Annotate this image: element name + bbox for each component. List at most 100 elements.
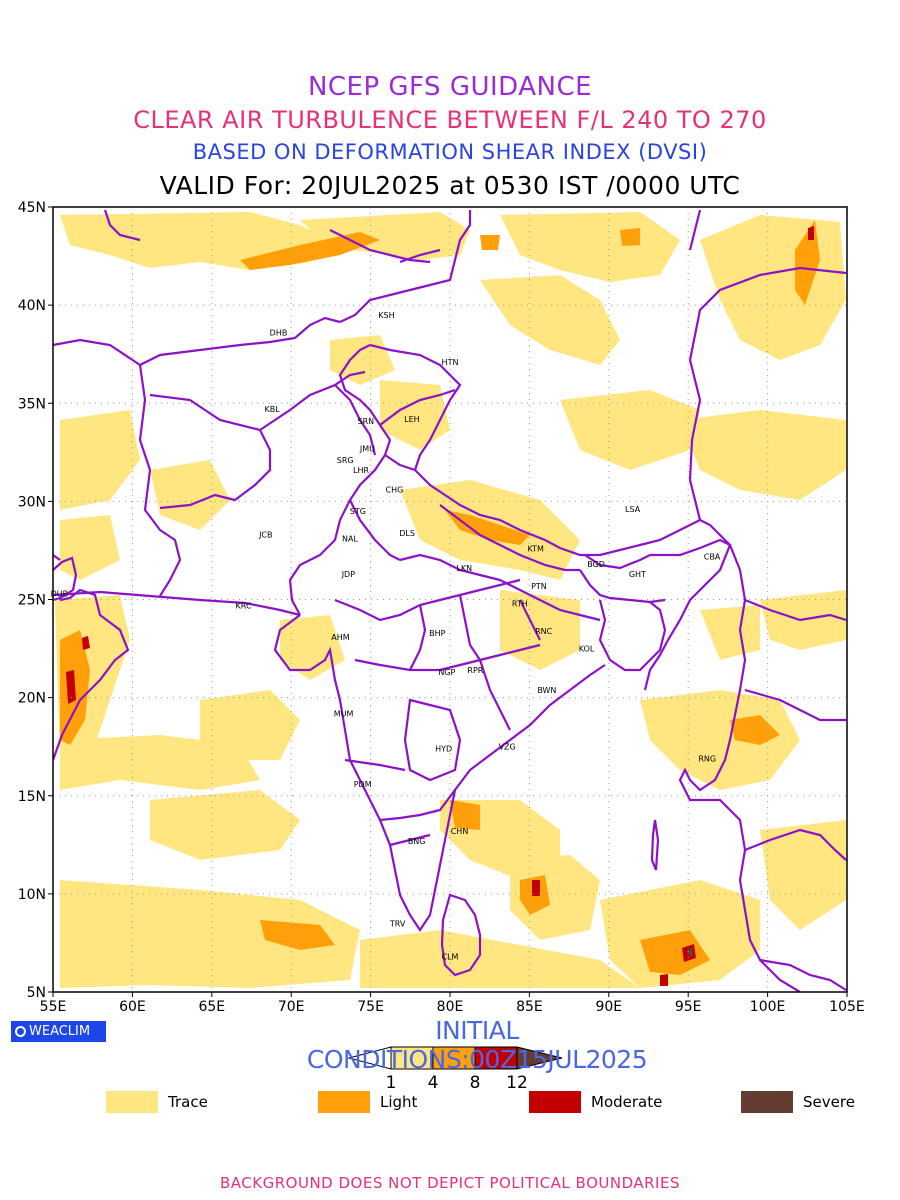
station-label-ght: GHT [629, 570, 646, 579]
station-label-stg: STG [350, 507, 366, 516]
legend-swatch-trace [106, 1091, 158, 1113]
station-label-dls: DLS [399, 529, 415, 538]
lat-lon-grid [53, 207, 847, 992]
lat-label: 30N [18, 494, 46, 510]
colorbar-tick-1: 1 [386, 1073, 397, 1093]
station-label-dhb: DHB [270, 329, 288, 338]
station-label-kol: KOL [579, 645, 595, 654]
station-label-trv: TRV [389, 919, 406, 928]
station-label-jcb: JCB [258, 531, 272, 540]
legend-swatch-severe [741, 1091, 793, 1113]
station-label-krc: KRC [236, 601, 252, 610]
colorbar: 1 4 8 12 [347, 1046, 563, 1093]
station-label-chg: CHG [386, 486, 404, 495]
station-label-mum: MUM [334, 709, 354, 718]
station-label-srg: SRG [337, 456, 354, 465]
latitude-tick-labels: 45N 40N 35N 30N 25N 20N 15N 10N 5N [18, 200, 46, 1001]
lat-label: 40N [18, 298, 46, 314]
legend-swatch-light [318, 1091, 370, 1113]
lat-label: 45N [18, 200, 46, 216]
station-label-htn: HTN [442, 358, 459, 367]
lon-label: 80E [437, 999, 464, 1015]
station-label-rth: RTH [512, 599, 528, 608]
station-label-rng: RNG [698, 754, 716, 763]
legend-item-moderate: Moderate [529, 1090, 662, 1114]
logo-ring-icon [15, 1026, 26, 1037]
station-label-ksh: KSH [378, 311, 394, 320]
station-label-cba: CBA [704, 552, 721, 561]
map-frame [52, 206, 848, 993]
station-label-jdp: JDP [341, 570, 356, 579]
weaclim-logo: WEACLIM [11, 1021, 106, 1042]
logo-text: WEACLIM [29, 1024, 91, 1039]
initial-conditions: INITIAL CONDITIONS:00Z15JUL2025 [306, 1016, 648, 1074]
legend-item-severe: Severe [741, 1090, 855, 1114]
turbulence-map: 45N 40N 35N 30N 25N 20N 15N 10N 5N 55E 60E 65E 70E 7… [18, 200, 865, 1093]
station-label-bhp: BHP [429, 629, 446, 638]
lon-label: 90E [595, 999, 622, 1015]
lat-label: 35N [18, 396, 46, 412]
lon-label: 85E [516, 999, 543, 1015]
station-label-jmu: JMU [359, 444, 375, 453]
boundary-lines [53, 209, 847, 992]
legend-item-light: Light [318, 1090, 417, 1114]
station-label-bgd: BGD [587, 560, 605, 569]
lon-label: 70E [278, 999, 305, 1015]
lon-label: 65E [198, 999, 225, 1015]
lat-label: 10N [18, 887, 46, 903]
station-label-ahm: AHM [331, 633, 349, 642]
lon-label: 100E [750, 999, 786, 1015]
map-subtitle: CLEAR AIR TURBULENCE BETWEEN F/L 240 TO … [133, 106, 767, 134]
colorbar-tick-4: 4 [428, 1073, 439, 1093]
lon-label: 105E [829, 999, 865, 1015]
station-label-clm: CLM [442, 953, 459, 962]
legend-label-severe: Severe [803, 1093, 855, 1111]
severe-areas [687, 948, 693, 956]
station-label-srn: SRN [358, 417, 375, 426]
station-label-rnc: RNC [535, 627, 553, 636]
station-label-chn: CHN [451, 827, 469, 836]
station-label-ngp: NGP [438, 668, 455, 677]
station-label-ktm: KTM [528, 544, 545, 553]
valid-time: VALID For: 20JUL2025 at 0530 IST /0000 U… [159, 171, 741, 200]
lat-label: 15N [18, 789, 46, 805]
lon-label: 95E [675, 999, 702, 1015]
station-label-hyd: HYD [435, 745, 452, 754]
axis-ticks [48, 206, 848, 997]
colorbar-upper-arrow [516, 1046, 563, 1070]
station-label-lkn: LKN [456, 564, 472, 573]
station-label-bng: BNG [408, 837, 426, 846]
lat-label: 5N [27, 985, 46, 1001]
lat-label: 20N [18, 691, 46, 707]
moderate-areas [66, 226, 814, 986]
station-label-dub: DUB [51, 590, 69, 599]
legend-label-trace: Trace [168, 1093, 208, 1111]
map-basis: BASED ON DEFORMATION SHEAR INDEX (DVSI) [192, 140, 708, 164]
lat-label: 25N [18, 593, 46, 609]
legend-swatch-moderate [529, 1091, 581, 1113]
legend-label-moderate: Moderate [591, 1093, 663, 1111]
turbulence-fields [55, 212, 846, 988]
colorbar-tick-12: 12 [506, 1073, 528, 1093]
station-label-nal: NAL [342, 535, 358, 544]
station-label-lsa: LSA [625, 505, 641, 514]
station-label-lhr: LHR [353, 466, 369, 475]
lon-label: 75E [357, 999, 384, 1015]
boundary-disclaimer: BACKGROUND DOES NOT DEPICT POLITICAL BOU… [220, 1174, 680, 1192]
colorbar-tick-8: 8 [470, 1073, 481, 1093]
station-label-ptn: PTN [531, 582, 547, 591]
station-label-bwn: BWN [537, 686, 556, 695]
map-title: NCEP GFS GUIDANCE [307, 72, 593, 102]
lon-label: 60E [119, 999, 146, 1015]
lon-label: 55E [40, 999, 67, 1015]
longitude-tick-labels: 55E 60E 65E 70E 75E 80E 85E 90E 95E 100E 105E [40, 999, 865, 1015]
light-areas [60, 220, 820, 975]
legend-label-light: Light [380, 1093, 418, 1111]
station-label-vzg: VZG [499, 743, 516, 752]
station-label-leh: LEH [404, 415, 420, 424]
legend-item-trace: Trace [106, 1090, 208, 1114]
station-label-pdm: PDM [354, 780, 372, 789]
station-label-rpr: RPR [467, 666, 483, 675]
station-label-kbl: KBL [265, 405, 281, 414]
